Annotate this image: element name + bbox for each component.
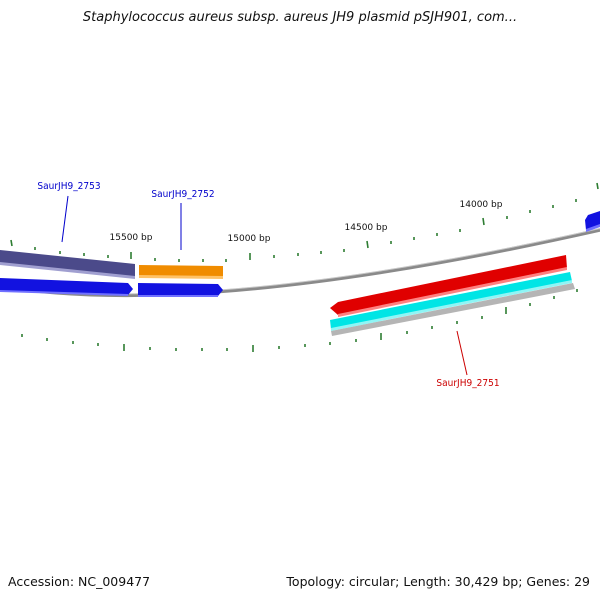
gene-track-2751-cog — [330, 272, 572, 329]
gene-label-2752[interactable]: SaurJH9_2752 — [151, 189, 214, 200]
scale-ticks-inner — [21, 289, 578, 352]
scale-label-14000: 14000 bp — [460, 200, 503, 210]
topology-summary: Topology: circular; Length: 30,429 bp; G… — [286, 574, 590, 589]
scale-label-15000: 15000 bp — [228, 234, 271, 244]
leader-line-2753 — [61, 195, 69, 243]
gene-track-edge-cds[interactable] — [585, 211, 600, 230]
map-title: Staphylococcus aureus subsp. aureus JH9 … — [82, 10, 518, 25]
scale-label-15500: 15500 bp — [110, 233, 153, 243]
gene-track-2753-cog — [0, 250, 135, 277]
scale-ticks-outer — [10, 182, 599, 262]
leader-line-2751 — [456, 330, 468, 376]
gene-label-2753[interactable]: SaurJH9_2753 — [37, 181, 100, 192]
gene-track-2753-cds[interactable] — [0, 278, 133, 295]
accession-text: Accession: NC_009477 — [8, 574, 151, 589]
gene-track-2751-cds[interactable] — [330, 255, 567, 315]
gene-track-2752-cog — [139, 265, 223, 277]
gene-label-2751[interactable]: SaurJH9_2751 — [436, 378, 499, 389]
gene-track-2752-cds[interactable] — [138, 283, 223, 296]
scale-label-14500: 14500 bp — [345, 223, 388, 233]
gene-track-2751-shadow — [331, 283, 575, 336]
